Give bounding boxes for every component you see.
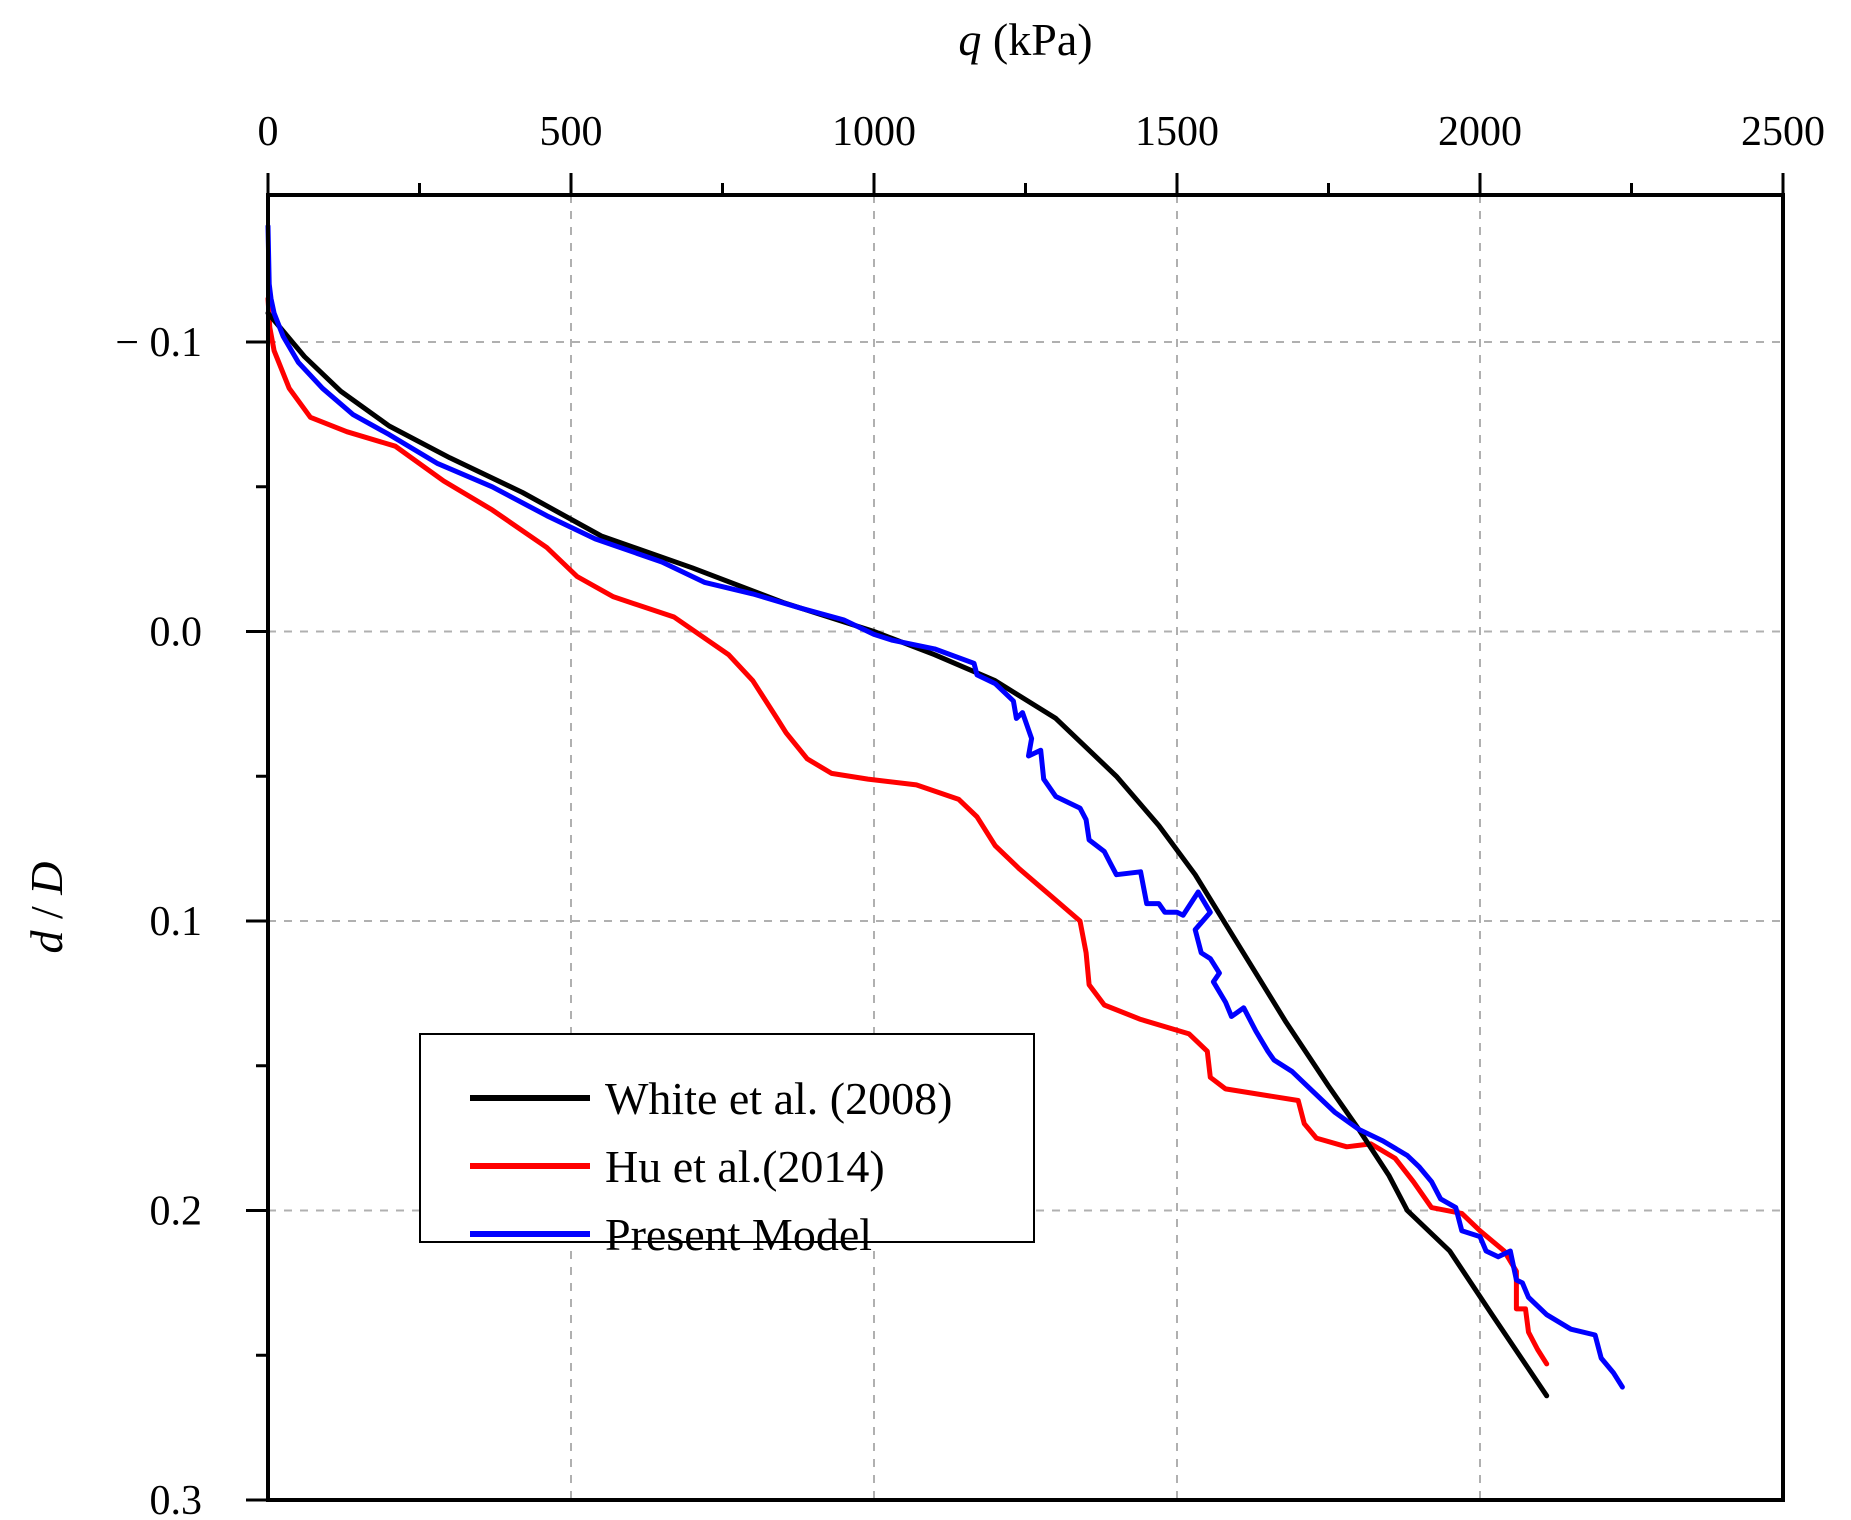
series-line-0 <box>265 310 1550 1399</box>
y-tick-label: 0.2 <box>150 1189 203 1235</box>
legend-label: White et al. (2008) <box>605 1073 952 1124</box>
series-layer <box>265 223 1625 1399</box>
legend-box <box>419 1033 1035 1243</box>
legend-items: White et al. (2008) Hu et al.(2014) Presen… <box>470 1073 952 1260</box>
x-tick-label: 2000 <box>1438 109 1522 155</box>
y-axis-sep: / <box>21 906 72 919</box>
tick-layer <box>246 173 1785 1502</box>
y-tick-label: − 0.1 <box>115 320 202 366</box>
y-axis-symbol-D: D <box>21 861 72 895</box>
y-tick-label: 0.3 <box>150 1478 203 1520</box>
y-tick-label: 0.1 <box>150 899 203 945</box>
x-tick-label: 2500 <box>1741 109 1825 155</box>
x-axis-title: q (kPa) <box>958 14 1092 65</box>
legend-label: Hu et al.(2014) <box>605 1141 885 1192</box>
x-axis-symbol: q <box>958 14 981 65</box>
series-line-2 <box>265 223 1625 1390</box>
x-tick-label: 1000 <box>832 109 916 155</box>
x-tick-label: 0 <box>258 109 279 155</box>
y-axis-title: d / D <box>21 861 72 953</box>
y-tick-label: 0.0 <box>150 610 203 656</box>
x-axis-unit: (kPa) <box>993 14 1093 65</box>
legend-label: Present Model <box>605 1209 872 1260</box>
grid-layer <box>268 195 1783 1500</box>
x-tick-label: 500 <box>540 109 603 155</box>
x-tick-label: 1500 <box>1135 109 1219 155</box>
y-axis-space-1 <box>21 919 72 931</box>
y-axis-symbol-d: d <box>21 930 72 954</box>
plot-frame <box>266 193 1785 1502</box>
legend: White et al. (2008) Hu et al.(2014) Presen… <box>419 1033 1035 1260</box>
series-line-1 <box>265 296 1550 1367</box>
label-layer: 0 500 1000 1500 2000 2500 − 0.1 0.0 0.1 0.2 0.3 <box>115 109 1825 1520</box>
y-axis-space-2 <box>21 895 72 907</box>
x-axis-space <box>981 14 993 65</box>
